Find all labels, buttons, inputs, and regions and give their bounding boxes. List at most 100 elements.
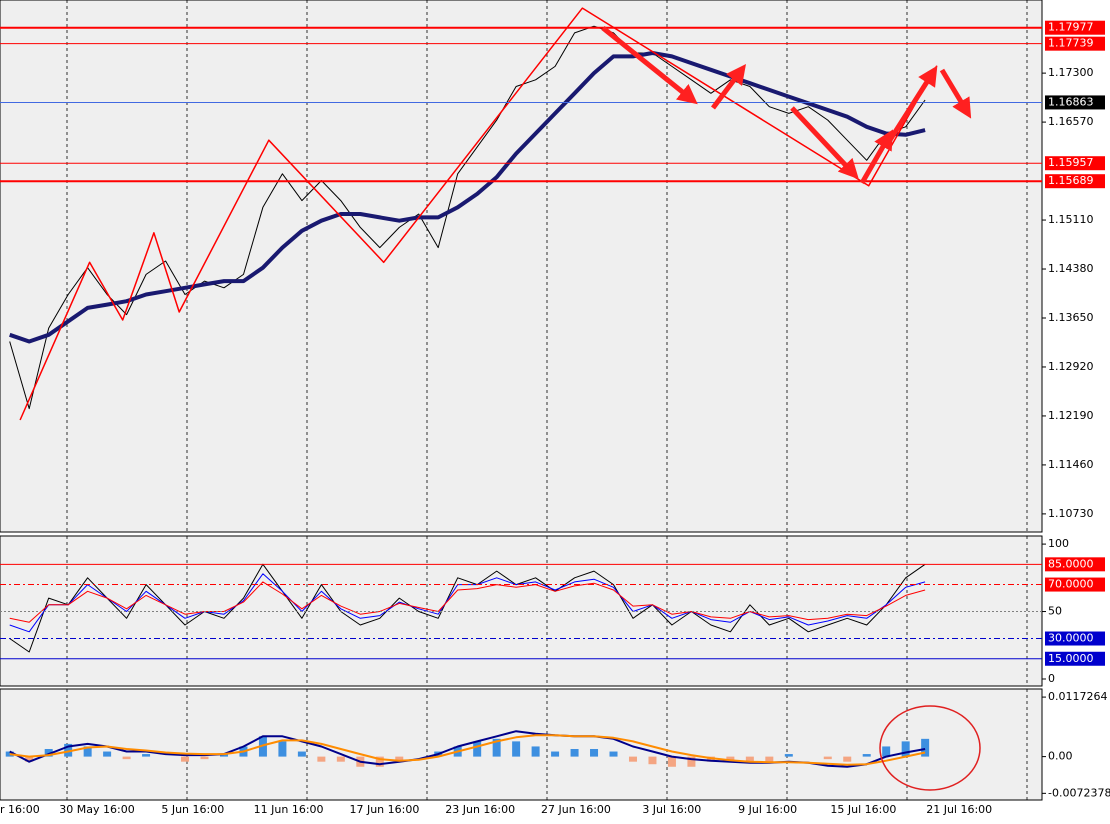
y-tick-label: 50 [1048,605,1062,618]
level-label-box [1045,20,1105,35]
panel-0 [9,7,938,421]
oscillator-panel [0,535,1043,687]
level-label: 70.0000 [1048,578,1094,591]
y-tick-label: 100 [1048,537,1069,550]
histogram-bar [336,756,345,762]
x-tick-label: 11 Jun 16:00 [254,803,324,816]
histogram-bar [200,756,209,760]
histogram-bar [667,756,676,767]
x-tick-label: 9 Jul 16:00 [738,803,797,816]
level-label: 30.0000 [1048,632,1094,645]
series-line [9,563,926,653]
histogram-bar [706,756,715,762]
histogram-bar [181,756,190,762]
arrow [601,26,698,105]
histogram-bar [784,754,793,757]
histogram-bar [570,748,579,757]
annotations [601,26,972,185]
histogram-bar [745,756,754,762]
x-tick-label: 21 Jul 16:00 [926,803,992,816]
histogram-bar [901,741,910,757]
x-tick-label: 30 May 16:00 [59,803,134,816]
arrow [859,129,894,185]
histogram-bar [512,741,521,757]
histogram-bar [590,748,599,757]
histogram-bar [297,751,306,757]
level-label: 1.16863 [1048,95,1094,108]
series-line [9,51,926,344]
level-label: 1.17977 [1048,21,1094,34]
histogram-bar [882,746,891,757]
histogram-bar [44,748,53,757]
histogram-bar [278,741,287,757]
histogram-bar [551,751,560,757]
y-tick-label: 0 [1048,672,1055,685]
histogram-bar [628,756,637,762]
histogram-bar [648,756,657,765]
y-tick-label: 0.0117264 [1048,690,1108,703]
y-tick-label: 1.15110 [1048,213,1094,226]
histogram-bar [609,751,618,757]
level-label: 1.15689 [1048,174,1094,187]
x-tick-label: 3 Jul 16:00 [642,803,701,816]
level-label-box [1045,95,1105,110]
histogram-bar [843,756,852,762]
panel-2 [5,730,930,768]
price-panel [0,0,1043,533]
arrow [711,64,746,110]
histogram-bar [64,743,73,757]
histogram-bar [862,754,871,757]
level-label: 15.0000 [1048,652,1094,665]
histogram-bar [25,756,34,762]
histogram-bar [921,738,930,757]
y-tick-label: 1.13650 [1048,311,1094,324]
histogram-bar [726,756,735,762]
y-tick-label: 1.16570 [1048,115,1094,128]
y-tick-label: 1.17300 [1048,66,1094,79]
histogram-bar [687,756,696,767]
x-tick-label: 27 Jun 16:00 [541,803,611,816]
histogram-bar [823,756,832,760]
histogram-bar [473,741,482,757]
y-tick-label: 1.11460 [1048,458,1094,471]
series-line [9,25,926,410]
level-label: 1.17739 [1048,37,1094,50]
level-label-box [1045,174,1105,189]
histogram-bar [103,751,112,757]
histogram-bar [258,736,267,757]
histogram-bar [317,756,326,762]
level-label: 85.0000 [1048,557,1094,570]
histogram-bar [122,756,131,760]
y-tick-label: -0.0072378 [1048,786,1110,799]
histogram-bar [83,746,92,757]
level-label-box [1045,36,1105,51]
arrow [887,65,938,142]
series-line [9,581,926,623]
series-line [19,7,938,421]
macd-panel [0,688,1043,801]
histogram-bar [375,756,384,767]
x-tick-label: 5 Jun 16:00 [161,803,224,816]
highlight-circle [879,705,981,791]
series-line [9,734,926,766]
histogram-bar [142,754,151,757]
level-label-box [1045,631,1105,646]
x-tick-label: r 16:00 [0,803,40,816]
y-tick-label: 1.14380 [1048,262,1094,275]
histogram-bar [765,756,774,762]
x-tick-label: 15 Jul 16:00 [830,803,896,816]
level-label-box [1045,557,1105,572]
level-label-box [1045,156,1105,171]
histogram-bar [531,746,540,757]
histogram-bar [492,738,501,757]
arrow [939,68,972,119]
y-tick-label: 1.10730 [1048,507,1094,520]
histogram-bar [395,756,404,762]
arrow [790,106,859,180]
x-tick-label: 23 Jun 16:00 [445,803,515,816]
level-label-box [1045,651,1105,666]
histogram-bar [219,754,228,757]
y-tick-label: 1.12920 [1048,360,1094,373]
